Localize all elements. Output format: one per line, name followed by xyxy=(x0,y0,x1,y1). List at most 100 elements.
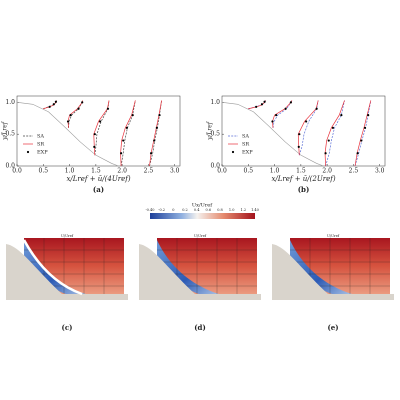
colorbar-tick-label: 0 xyxy=(172,208,174,212)
exp-point xyxy=(297,145,300,149)
x-tick-label: 0.5 xyxy=(244,168,254,175)
y-tick-label: 0.0 xyxy=(5,163,15,170)
colorbar-tick-label: -0.2 xyxy=(158,208,165,212)
colorbar-tick-label: 0.4 xyxy=(194,208,200,212)
exp-point xyxy=(125,126,128,129)
legend-label: SA xyxy=(242,134,249,140)
x-tick-label: 1.0 xyxy=(270,168,280,175)
panel-caption: (b) xyxy=(298,185,310,194)
exp-point xyxy=(54,100,58,103)
exp-point xyxy=(52,103,55,106)
y-axis-label: y/Lref xyxy=(2,120,9,141)
colorbar-title: Ux/Uref xyxy=(192,203,213,209)
exp-point xyxy=(284,107,287,110)
y-tick-label: 1.0 xyxy=(5,99,15,106)
colorbar-tick-label: 1.0 xyxy=(229,208,235,212)
exp-point xyxy=(93,145,96,149)
exp-point xyxy=(106,107,110,110)
hill-profile xyxy=(221,102,385,167)
exp-point xyxy=(331,126,335,129)
x-tick-label: 1.5 xyxy=(296,168,306,175)
x-tick-label: 2.0 xyxy=(117,168,127,175)
exp-point xyxy=(324,152,327,155)
x-tick-label: 3.0 xyxy=(170,168,180,175)
plot-frame xyxy=(221,95,386,167)
x-tick-label: 2.5 xyxy=(349,168,359,175)
exp-point xyxy=(98,120,102,123)
legend-label: SR xyxy=(242,142,249,148)
exp-point xyxy=(289,101,292,104)
exp-point xyxy=(315,107,318,110)
panel-axis-label: U/Uref xyxy=(61,234,74,238)
legend-label: SA xyxy=(37,134,44,140)
colorbar xyxy=(150,213,255,219)
legend-label: SR xyxy=(37,142,44,148)
panel-caption: (d) xyxy=(194,323,206,332)
profile-line xyxy=(248,100,372,167)
exp-point xyxy=(275,113,278,117)
exp-point xyxy=(77,107,80,110)
legend-label: EXP xyxy=(37,150,48,156)
panel-caption: (e) xyxy=(327,323,338,332)
x-tick-label: 2.0 xyxy=(322,168,332,175)
x-tick-label: 0.0 xyxy=(12,168,22,175)
exp-point xyxy=(153,139,156,142)
colorbar-tick-label: 0.2 xyxy=(182,208,188,212)
profile-line xyxy=(248,100,372,167)
hill-profile xyxy=(16,102,180,167)
y-axis-label: y/Lref xyxy=(207,120,214,141)
contour-panel-c xyxy=(6,238,128,300)
exp-point xyxy=(66,120,70,123)
x-tick-label: 3.0 xyxy=(375,168,385,175)
exp-point xyxy=(367,113,370,117)
y-tick-label: 0.5 xyxy=(210,131,220,138)
x-tick-label: 1.5 xyxy=(91,168,101,175)
profile-line xyxy=(43,100,162,167)
colorbar-tick-label: -0.40 xyxy=(146,208,155,212)
exp-point xyxy=(340,113,343,117)
exp-point xyxy=(48,105,51,108)
plot-frame xyxy=(16,95,181,167)
exp-point xyxy=(255,105,258,108)
colorbar-tick-label: 1.40 xyxy=(251,208,259,212)
contour-panel-e xyxy=(272,238,394,300)
exp-point xyxy=(271,120,274,123)
exp-point xyxy=(327,139,330,142)
panel-caption: (a) xyxy=(93,185,104,194)
exp-point xyxy=(263,100,266,103)
exp-point xyxy=(158,113,161,117)
y-tick-label: 1.0 xyxy=(210,99,220,106)
x-tick-label: 2.5 xyxy=(144,168,154,175)
x-axis-label: x/Lref + ū/(2Uref) xyxy=(271,175,335,183)
x-axis-label: x/Lref + ū/(4Uref) xyxy=(66,175,130,183)
exp-point xyxy=(131,113,134,117)
x-tick-label: 1.0 xyxy=(65,168,75,175)
x-tick-label: 0.5 xyxy=(39,168,49,175)
exp-point xyxy=(305,120,308,123)
panel-caption: (c) xyxy=(62,323,73,332)
contour-panel-d xyxy=(139,238,261,300)
exp-point xyxy=(81,101,84,104)
exp-point xyxy=(356,152,359,155)
exp-point xyxy=(260,103,264,106)
colorbar-tick-label: 0.8 xyxy=(217,208,223,212)
exp-point xyxy=(149,152,153,155)
exp-point xyxy=(69,113,72,117)
exp-point xyxy=(120,152,123,155)
legend-label: EXP xyxy=(242,150,253,156)
y-tick-label: 0.5 xyxy=(5,131,15,138)
legend-symbol xyxy=(231,150,235,154)
exp-point xyxy=(155,126,158,129)
x-tick-label: 0.0 xyxy=(217,168,227,175)
exp-point xyxy=(122,139,125,142)
exp-point xyxy=(298,133,301,136)
colorbar-tick-label: 1.2 xyxy=(241,208,247,212)
exp-point xyxy=(363,126,367,129)
exp-point xyxy=(93,133,96,136)
y-tick-label: 0.0 xyxy=(210,163,220,170)
legend-symbol xyxy=(26,150,30,154)
profile-line xyxy=(43,100,162,167)
panel-axis-label: U/Uref xyxy=(194,234,207,238)
